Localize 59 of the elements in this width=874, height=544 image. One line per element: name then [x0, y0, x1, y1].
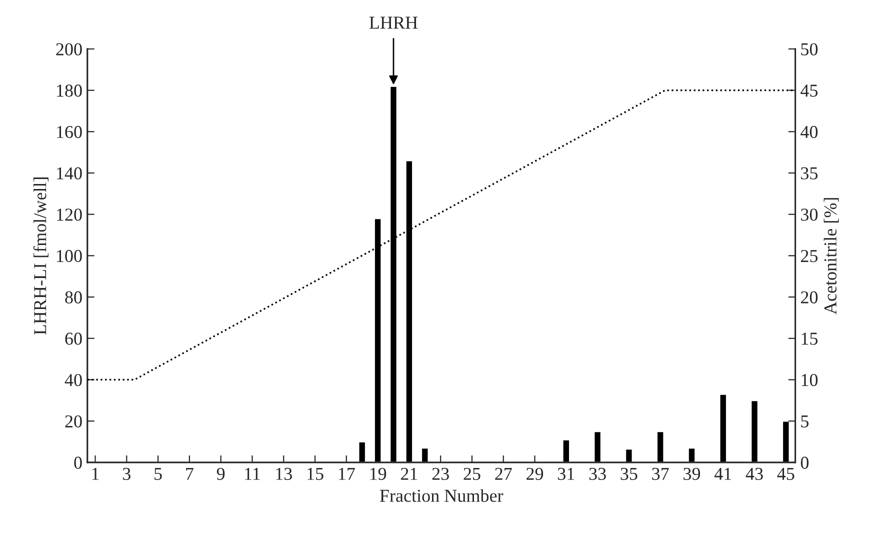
y-tick-label: 160	[57, 126, 82, 138]
y2-tick-label: 40	[800, 126, 818, 138]
x-tick-label: 29	[526, 468, 544, 480]
y-tick-label: 80	[65, 291, 82, 304]
bar	[358, 441, 366, 462]
x-tick-label: 27	[495, 468, 512, 480]
x-tick-label: 1	[92, 468, 99, 480]
bar	[562, 438, 570, 462]
bar	[750, 400, 759, 462]
x-tick-label: 39	[684, 468, 700, 480]
x-tick-label: 41	[714, 468, 732, 480]
y-tick-label: 140	[57, 167, 82, 180]
bar	[593, 430, 602, 462]
x-tick-label: 37	[652, 468, 669, 480]
x-axis-title: Fraction Number	[380, 489, 504, 502]
y2-axis-title: Acetonitrile [%]	[824, 198, 839, 314]
y-axis-title: LHRH-LI [fmol/well]	[33, 178, 48, 335]
y-tick-label: 40	[64, 374, 82, 386]
x-tick-label: 33	[589, 468, 606, 480]
y-tick-label: 180	[57, 84, 82, 97]
x-tick-label: 35	[620, 468, 638, 480]
y-tick-label: 20	[65, 415, 82, 428]
y-tick-label: 60	[65, 332, 82, 345]
y2-tick-label: 20	[800, 291, 818, 304]
x-tick-label: 43	[746, 468, 763, 480]
y2-tick-label: 10	[802, 374, 818, 386]
x-tick-label: 11	[245, 468, 260, 480]
annotation: LHRH	[369, 16, 418, 29]
y2-tick-label: 50	[801, 43, 818, 56]
x-tick-label: 45	[777, 468, 794, 480]
x-tick-label: 15	[308, 468, 324, 480]
y2-tick-label: 45	[800, 84, 818, 97]
x-tick-label: 17	[338, 468, 355, 480]
y2-tick-label: 35	[801, 167, 818, 180]
y-tick-label: 200	[56, 43, 82, 56]
x-tick-label: 25	[464, 468, 480, 480]
bar	[656, 430, 665, 462]
y2-tick-label: 25	[800, 250, 818, 262]
y-tick-label: 0	[74, 456, 82, 469]
bar	[420, 447, 430, 462]
x-tick-label: 21	[400, 468, 418, 480]
x-tick-label: 9	[216, 468, 225, 480]
x-tick-label: 23	[432, 468, 449, 480]
bar	[624, 448, 634, 462]
x-tick-label: 19	[370, 468, 386, 480]
y2-tick-label: 30	[801, 208, 818, 221]
x-tick-label: 13	[276, 468, 292, 480]
y-tick-label: 120	[57, 208, 82, 221]
x-tick-label: 7	[186, 468, 194, 480]
y2-tick-label: 15	[802, 332, 818, 345]
bar	[782, 420, 790, 462]
y-tick-label: 100	[57, 250, 82, 262]
bar	[718, 393, 728, 462]
y2-tick-label: 0	[800, 456, 809, 469]
x-tick-label: 31	[558, 468, 574, 480]
y2-tick-label: 5	[801, 415, 809, 428]
x-tick-label: 5	[154, 468, 162, 480]
x-tick-label: 3	[122, 468, 130, 480]
bar	[688, 447, 696, 462]
